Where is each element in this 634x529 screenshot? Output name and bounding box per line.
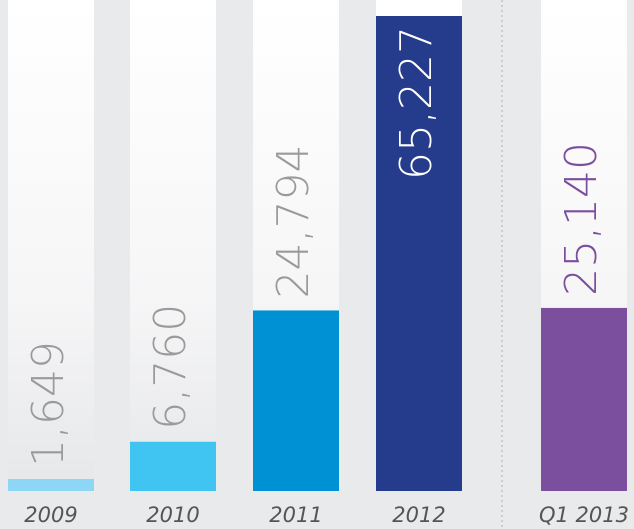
x-tick-label: 2009 — [24, 503, 77, 527]
bar — [130, 441, 216, 491]
value-label: 1,649 — [23, 341, 74, 467]
column-bg — [8, 0, 94, 491]
value-label: 25,140 — [556, 142, 607, 296]
bar — [253, 310, 339, 491]
x-tick-label: 2010 — [146, 503, 199, 527]
value-label: 24,794 — [268, 144, 319, 298]
value-label: 65,227 — [391, 26, 442, 180]
value-label: 6,760 — [145, 304, 196, 430]
x-tick-label: Q1 2013 — [539, 503, 629, 527]
bar — [541, 307, 627, 491]
x-tick-label: 2011 — [269, 503, 322, 527]
x-tick-label: 2012 — [392, 503, 445, 527]
bar — [8, 478, 94, 491]
bar — [376, 16, 462, 491]
column-bg — [130, 0, 216, 491]
